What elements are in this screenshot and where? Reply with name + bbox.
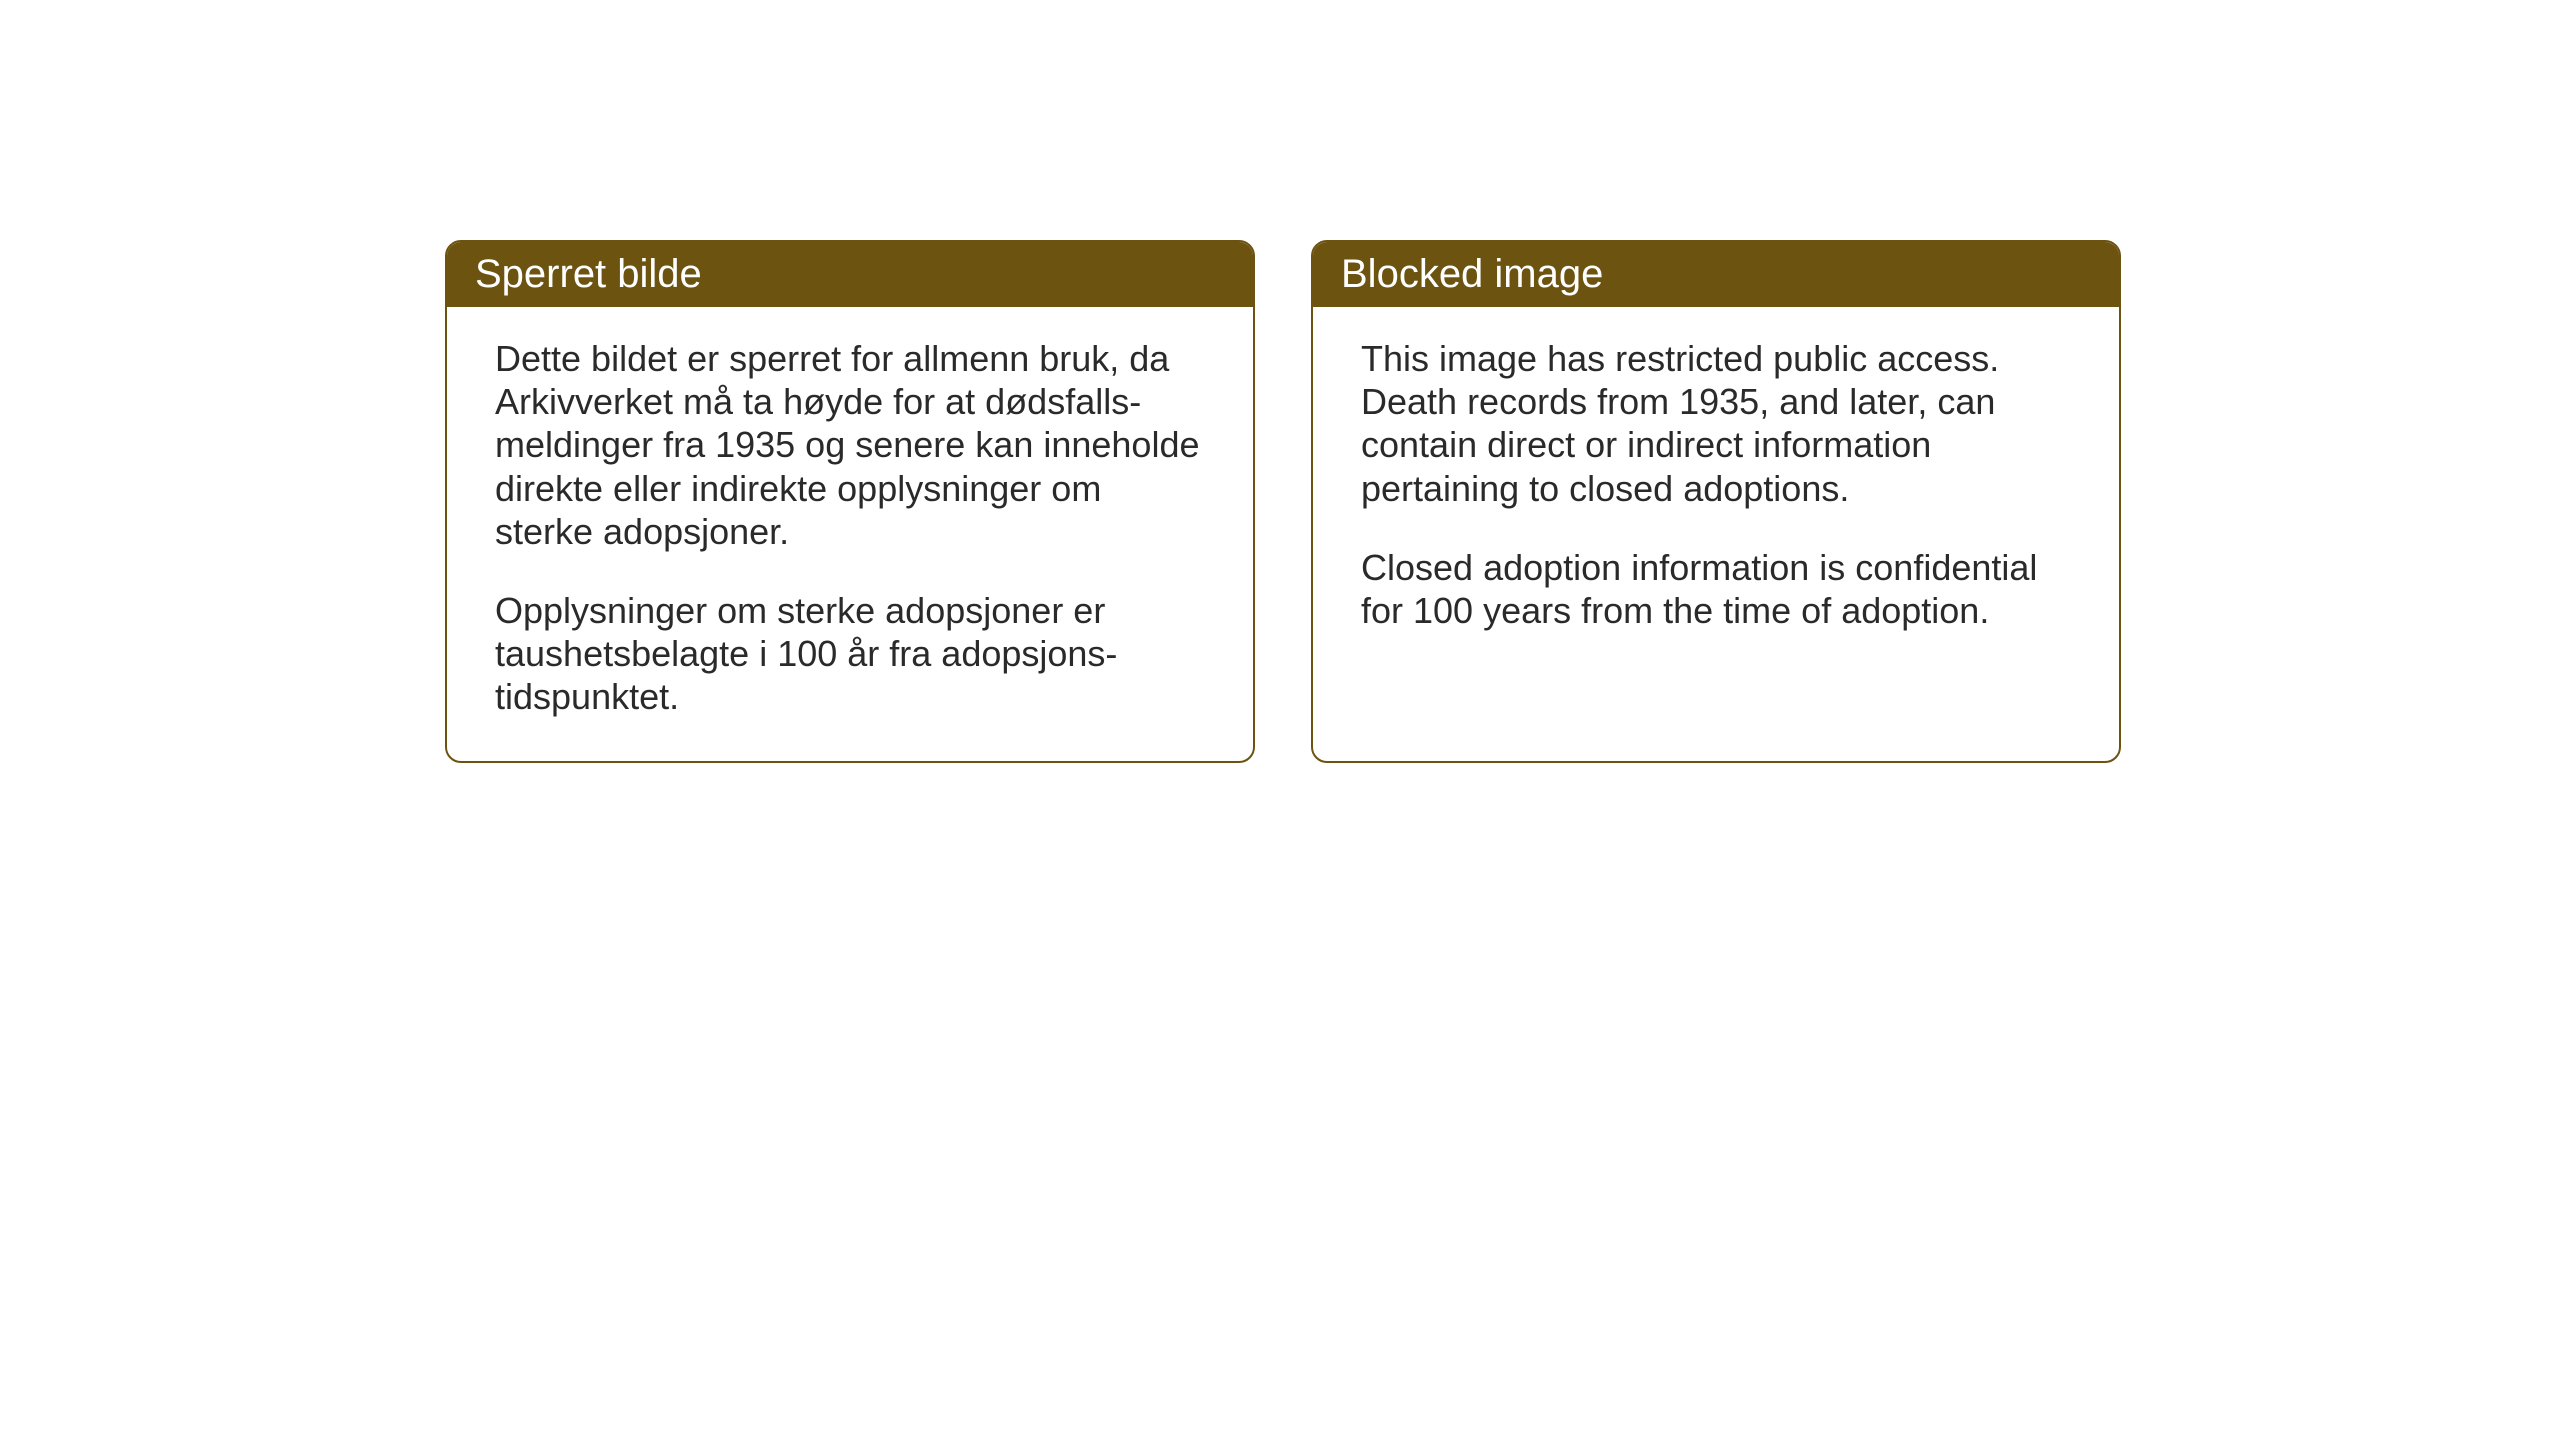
- paragraph-english-1: This image has restricted public access.…: [1361, 337, 2071, 510]
- notice-card-english: Blocked image This image has restricted …: [1311, 240, 2121, 763]
- card-body-norwegian: Dette bildet er sperret for allmenn bruk…: [447, 307, 1253, 761]
- notice-card-norwegian: Sperret bilde Dette bildet er sperret fo…: [445, 240, 1255, 763]
- card-body-english: This image has restricted public access.…: [1313, 307, 2119, 674]
- card-header-norwegian: Sperret bilde: [447, 242, 1253, 307]
- paragraph-norwegian-1: Dette bildet er sperret for allmenn bruk…: [495, 337, 1205, 553]
- notice-container: Sperret bilde Dette bildet er sperret fo…: [445, 240, 2121, 763]
- paragraph-norwegian-2: Opplysninger om sterke adopsjoner er tau…: [495, 589, 1205, 719]
- card-title-english: Blocked image: [1341, 252, 1603, 296]
- paragraph-english-2: Closed adoption information is confident…: [1361, 546, 2071, 632]
- card-title-norwegian: Sperret bilde: [475, 252, 702, 296]
- card-header-english: Blocked image: [1313, 242, 2119, 307]
